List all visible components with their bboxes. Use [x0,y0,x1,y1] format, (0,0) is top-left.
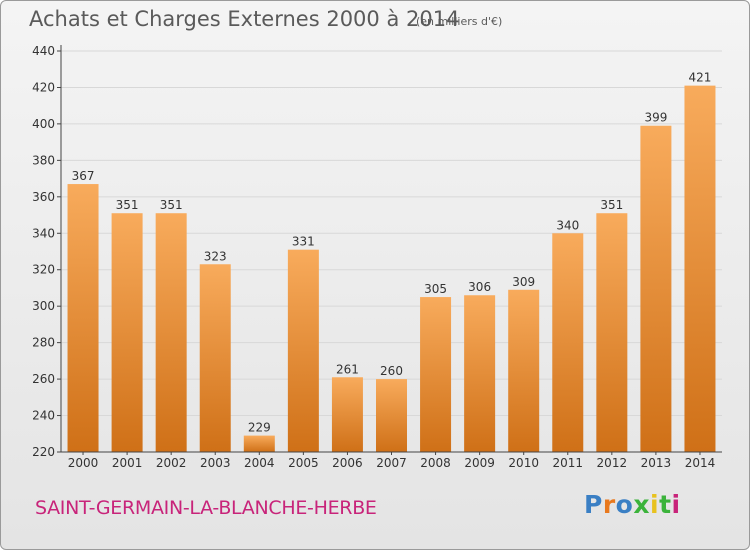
bar-2002 [155,213,187,452]
logo-letter: P [584,490,603,519]
x-tick-label: 2001 [112,456,143,470]
y-tick-labels: 220 240 260 280 300 320 340 360 380 400 420 440 [32,44,61,459]
bar-2012 [596,213,628,452]
data-label: 351 [116,198,139,212]
y-tick-label: 260 [32,372,55,386]
bar-2001 [111,213,143,452]
bar-2000 [67,184,99,453]
y-tick-label: 420 [32,80,55,94]
data-label: 309 [512,275,535,289]
x-tick-label: 2006 [332,456,363,470]
commune-name: SAINT-GERMAIN-LA-BLANCHE-HERBE [35,497,377,519]
y-tick-label: 280 [32,336,55,350]
x-tick-label: 2004 [244,456,275,470]
bar-2010 [508,289,540,452]
bar-2004 [243,435,275,452]
bar-2014 [684,85,716,452]
logo-letter: i [671,490,681,519]
y-tick-label: 300 [32,299,55,313]
bar-2013 [640,125,672,453]
data-label: 351 [160,198,183,212]
bar-2007 [376,379,407,452]
logo-letter: x [633,490,650,519]
x-tick-label: 2014 [685,456,716,470]
y-tick-label: 220 [32,445,55,459]
data-labels: 367 351 351 323 229 331 261 260 305 306 309 340 351 3… [72,71,712,435]
x-tick-label: 2007 [376,456,407,470]
x-tick-label: 2005 [288,456,319,470]
data-label: 229 [248,421,271,435]
y-tick-label: 380 [32,153,55,167]
x-tick-label: 2008 [420,456,451,470]
x-tick-labels: 2000 2001 2002 2003 2004 2005 2006 2007 2008 2009… [68,452,715,470]
data-label: 261 [336,362,359,376]
logo-letter: i [650,490,660,519]
logo-letter: r [602,490,616,519]
y-tick-label: 400 [32,117,55,131]
bar-2003 [199,264,231,452]
data-label: 340 [556,218,579,232]
data-label: 306 [468,280,491,294]
bar-2005 [287,249,319,452]
logo-letter: o [615,490,634,519]
bar-2008 [420,297,452,452]
data-label: 260 [380,364,403,378]
bar-2009 [464,295,496,452]
proxiti-logo: Proxiti [584,490,681,519]
y-tick-label: 360 [32,190,55,204]
x-tick-label: 2003 [200,456,231,470]
x-tick-label: 2002 [156,456,187,470]
data-label: 331 [292,235,315,249]
x-tick-label: 2011 [552,456,583,470]
data-label: 421 [689,71,712,85]
logo-letter: t [659,490,672,519]
y-tick-label: 340 [32,226,55,240]
y-tick-label: 320 [32,263,55,277]
data-label: 351 [600,198,623,212]
data-label: 305 [424,282,447,296]
x-tick-label: 2012 [597,456,628,470]
data-label: 323 [204,249,227,263]
x-tick-label: 2000 [68,456,99,470]
y-tick-label: 240 [32,409,55,423]
x-tick-label: 2013 [641,456,672,470]
chart-title: Achats et Charges Externes 2000 à 2014 [29,7,460,31]
x-tick-label: 2009 [464,456,495,470]
bar-2011 [552,233,584,452]
bars [67,85,716,453]
x-tick-label: 2010 [508,456,539,470]
chart-subtitle: (en milliers d'€) [416,15,503,28]
data-label: 367 [72,169,95,183]
y-tick-label: 440 [32,44,55,58]
data-label: 399 [644,111,667,125]
bar-2006 [331,377,363,452]
